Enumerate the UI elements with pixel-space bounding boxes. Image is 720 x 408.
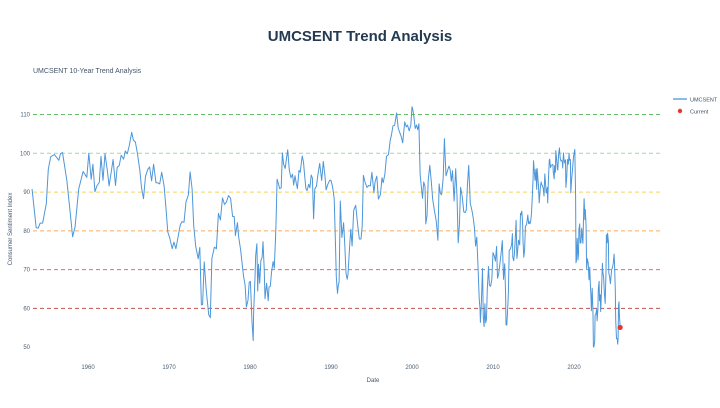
current-value-dot (617, 324, 623, 331)
y-tick-label-90: 90 (23, 190, 30, 196)
y-tick-label-70: 70 (23, 268, 30, 274)
x-tick-label-1990: 1990 (324, 365, 338, 371)
y-tick-label-110: 110 (20, 113, 30, 119)
umcsent-series-line (31, 106, 621, 348)
chart-subtitle: UMCSENT 10-Year Trend Analysis (33, 68, 142, 75)
y-tick-label-80: 80 (23, 229, 30, 235)
x-tick-label-2010: 2010 (486, 365, 500, 371)
chart-plot-area: 50 60 70 80 90 100 110 1960 1970 1980 1990 2000 2010… (20, 98, 718, 372)
y-tick-label-50: 50 (23, 345, 30, 351)
legend-current-label: Current (690, 110, 709, 116)
legend-umcsent-label: UMCSENT (690, 98, 718, 104)
y-axis-title: Consumer Sentiment Index (8, 193, 14, 266)
legend-current-dot-swatch (677, 108, 683, 114)
x-tick-label-1970: 1970 (162, 365, 176, 371)
page-title: UMCSENT Trend Analysis (268, 28, 452, 45)
x-tick-label-2020: 2020 (567, 365, 581, 371)
y-tick-label-60: 60 (23, 306, 30, 312)
y-tick-label-100: 100 (20, 151, 31, 157)
x-tick-label-2000: 2000 (405, 365, 419, 371)
x-axis-title: Date (367, 378, 380, 384)
x-tick-label-1960: 1960 (81, 365, 95, 371)
x-tick-label-1980: 1980 (243, 365, 257, 371)
